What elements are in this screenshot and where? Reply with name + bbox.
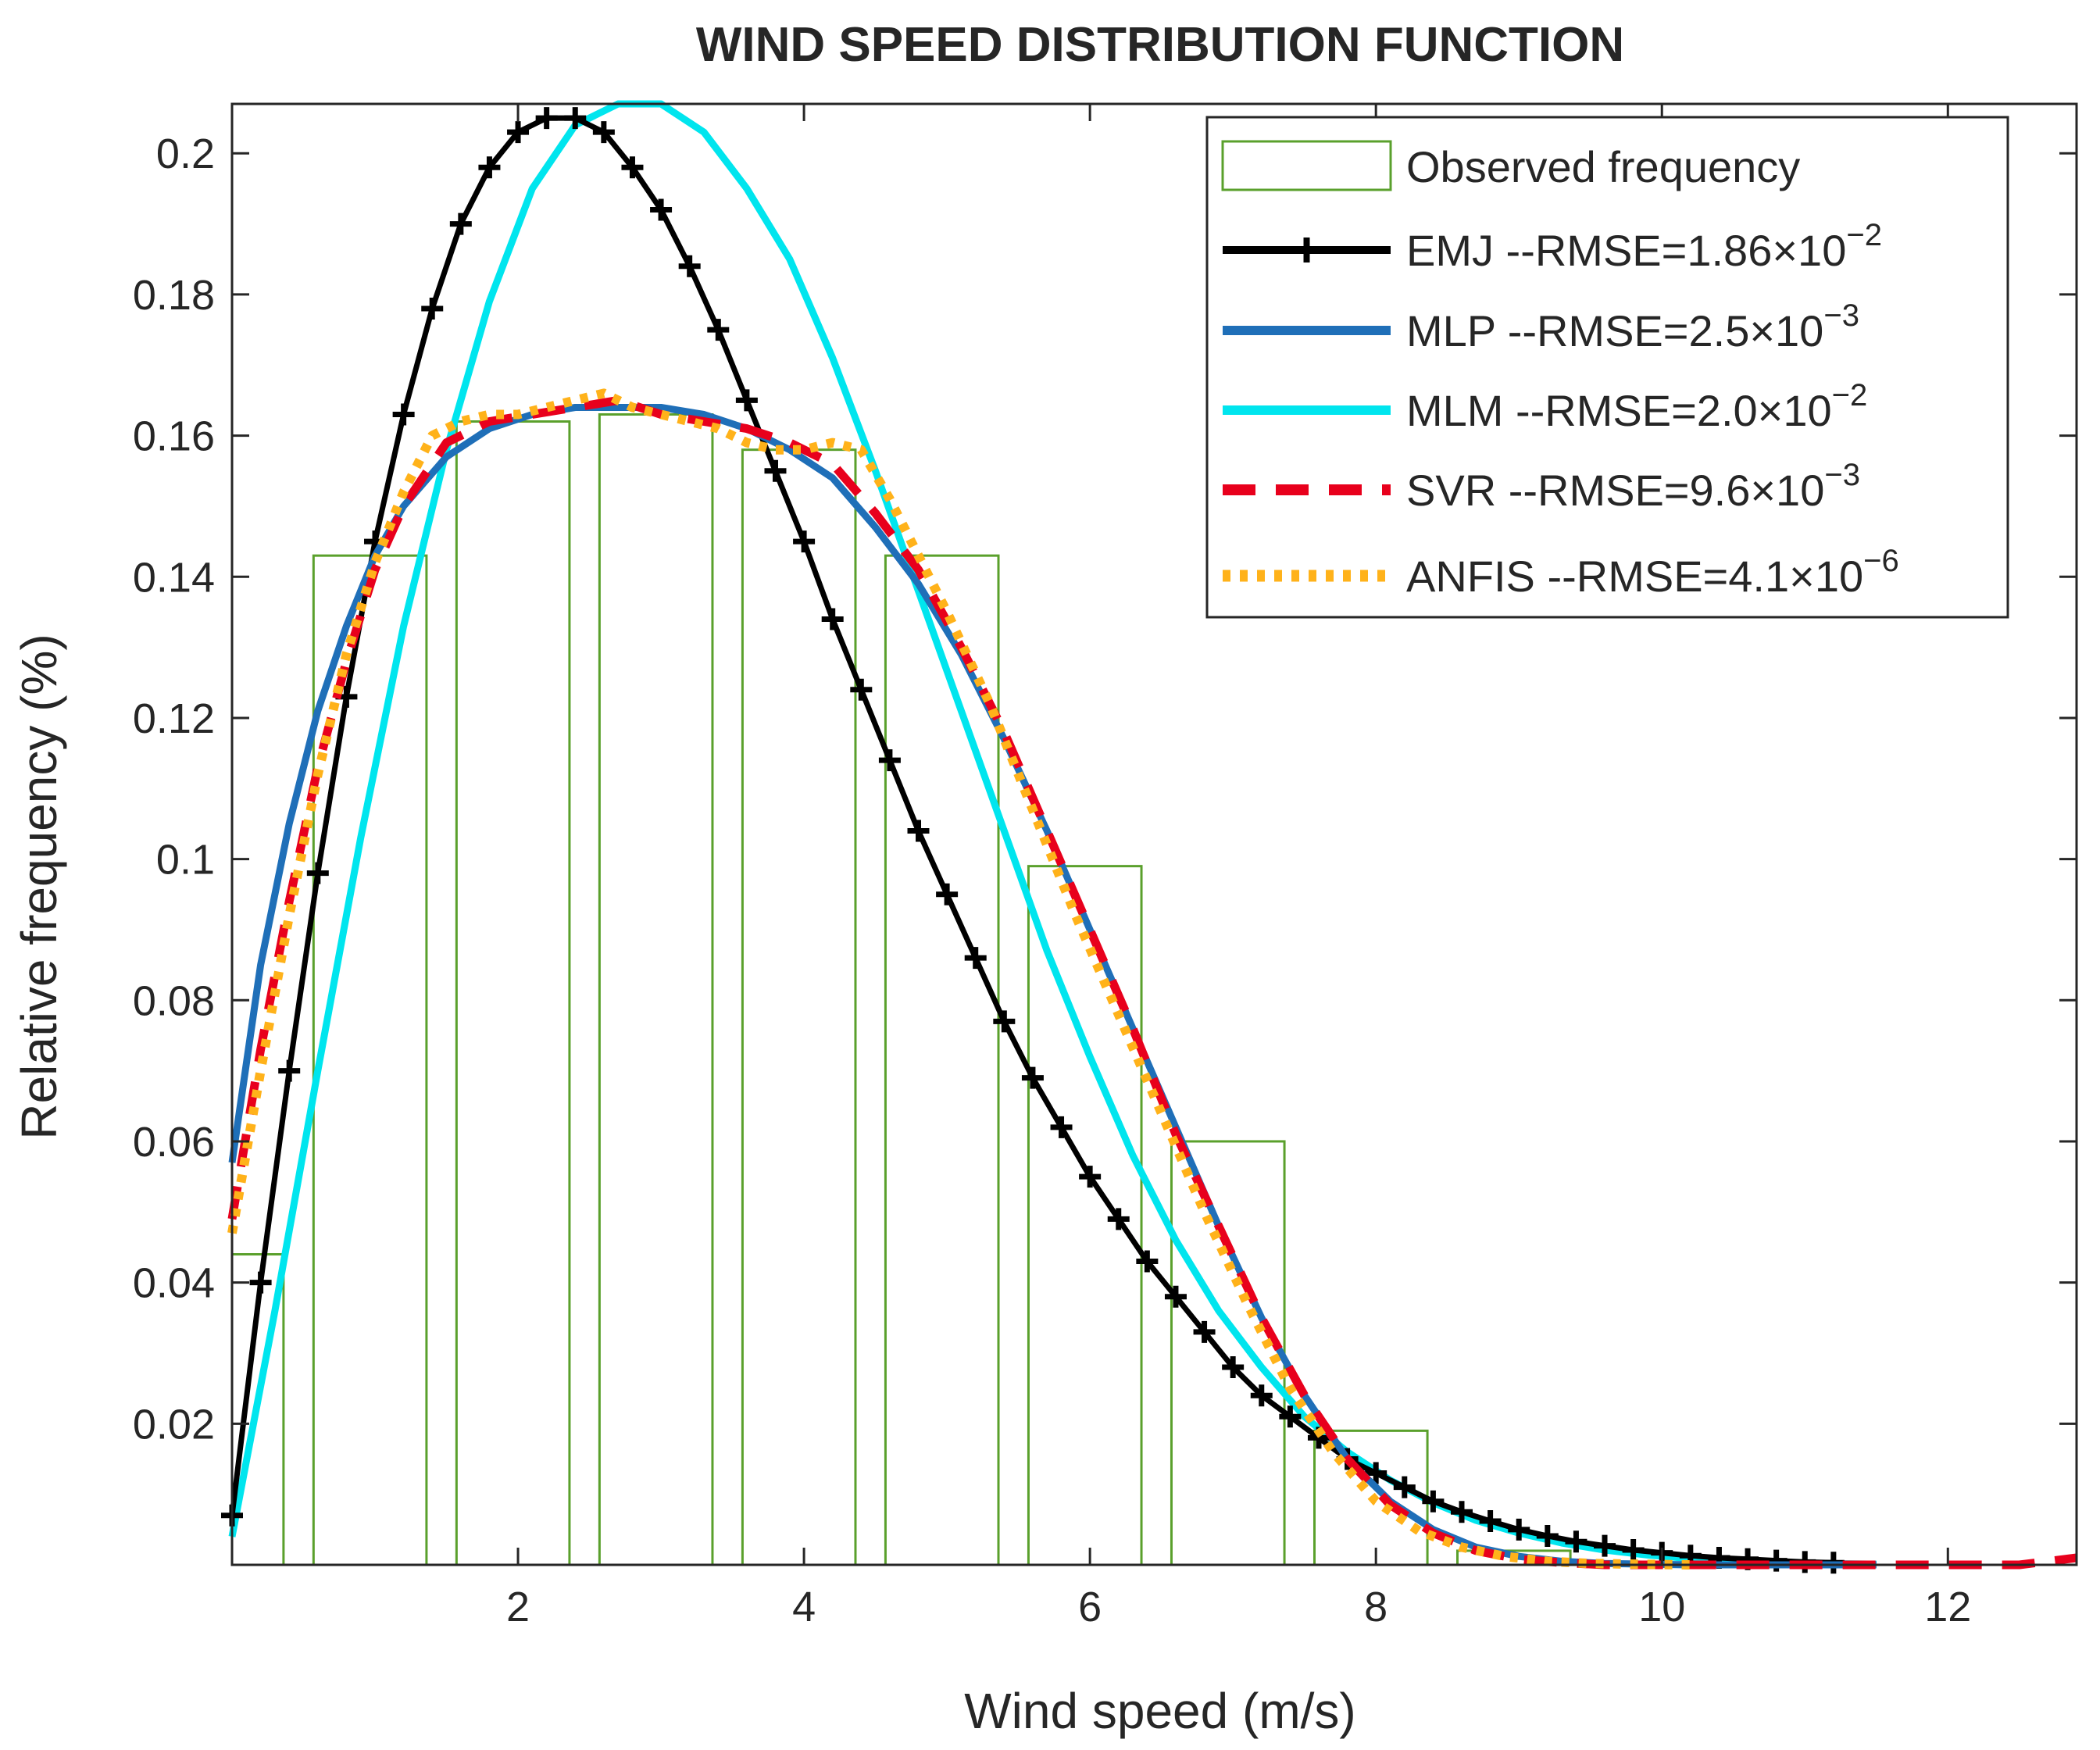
- data-point-emj: [821, 608, 844, 630]
- legend-label-mlm: MLM --RMSE=2.0×10−2: [1406, 378, 1867, 435]
- data-point-emj: [478, 156, 501, 179]
- x-tick-label: 10: [1638, 1584, 1685, 1630]
- data-point-emj: [793, 530, 816, 553]
- legend-box: [1205, 116, 2009, 619]
- legend-label-mlp: MLP --RMSE=2.5×10−3: [1406, 298, 1859, 355]
- y-tick-label: 0.16: [133, 413, 215, 460]
- y-axis-label: Relative frequency (%): [11, 634, 67, 1139]
- data-point-emj: [1250, 1384, 1273, 1407]
- y-tick-label: 0.06: [133, 1119, 215, 1166]
- data-point-emj: [850, 678, 873, 701]
- legend-text-anfis: ANFIS --RMSE=4.1×10: [1406, 552, 1863, 601]
- data-point-emj: [564, 107, 587, 130]
- data-point-emj: [993, 1010, 1016, 1033]
- data-point-emj: [392, 403, 415, 426]
- x-tick-label: 12: [1924, 1584, 1971, 1630]
- legend-label-observed: Observed frequency: [1406, 142, 1800, 191]
- series-layer: [221, 100, 2077, 1574]
- data-point-emj: [1365, 1462, 1388, 1484]
- data-point-emj: [907, 820, 930, 842]
- x-tick-label: 8: [1364, 1584, 1388, 1630]
- x-axis-label: Wind speed (m/s): [964, 1683, 1355, 1739]
- data-point-emj: [678, 255, 701, 277]
- legend-exponent-mlm: −2: [1832, 378, 1868, 412]
- data-point-emj: [1451, 1501, 1473, 1523]
- data-point-emj: [249, 1271, 272, 1294]
- data-point-emj: [306, 862, 329, 884]
- data-point-emj: [936, 883, 959, 905]
- data-point-emj: [621, 156, 644, 179]
- data-point-emj: [1193, 1320, 1216, 1343]
- legend-text-mlm: MLM --RMSE=2.0×10: [1406, 386, 1832, 435]
- y-tick-label: 0.18: [133, 272, 215, 319]
- data-point-emj: [449, 212, 472, 235]
- data-point-emj: [1594, 1534, 1616, 1557]
- y-tick-label: 0.14: [133, 554, 215, 601]
- series-line-anfis: [227, 388, 1691, 1570]
- legend-text-svr: SVR --RMSE=9.6×10: [1406, 466, 1824, 515]
- x-axis-ticks: 2 4 6 8 10 12: [506, 104, 1971, 1630]
- series-line-svr: [227, 395, 2077, 1570]
- data-point-emj: [535, 107, 558, 130]
- data-point-emj: [1479, 1509, 1502, 1532]
- data-point-emj: [1164, 1285, 1187, 1308]
- data-point-emj: [764, 459, 787, 482]
- data-point-emj: [1536, 1524, 1559, 1547]
- plot-area: 2 4 6 8 10 12 0.02 0.04 0.06 0.08 0.1 0.12 0.14 0.16…: [133, 100, 2078, 1630]
- data-point-emj: [1565, 1530, 1588, 1553]
- legend-text-mlp: MLP --RMSE=2.5×10: [1406, 306, 1823, 355]
- legend-label-emj: EMJ --RMSE=1.86×10−2: [1406, 218, 1882, 275]
- legend-exponent-mlp: −3: [1823, 298, 1859, 333]
- x-tick-label: 2: [506, 1584, 530, 1630]
- legend-marker-emj: [1294, 238, 1320, 262]
- data-point-emj: [1021, 1066, 1044, 1089]
- data-point-emj: [650, 198, 673, 221]
- legend-label-svr: SVR --RMSE=9.6×10−3: [1406, 458, 1860, 515]
- y-tick-label: 0.02: [133, 1401, 215, 1448]
- axes-box: [230, 102, 2078, 1566]
- data-point-emj: [507, 121, 530, 144]
- data-point-emj: [735, 389, 758, 412]
- data-point-emj: [421, 297, 444, 320]
- y-tick-label: 0.2: [156, 130, 215, 177]
- legend-exponent-emj: −2: [1846, 218, 1882, 252]
- data-point-emj: [1279, 1405, 1302, 1428]
- y-tick-label: 0.04: [133, 1260, 215, 1307]
- data-point-emj: [1136, 1250, 1159, 1273]
- y-axis-ticks: 0.02 0.04 0.06 0.08 0.1 0.12 0.14 0.16 0.18 0.2: [133, 130, 2077, 1448]
- legend-exponent-svr: −3: [1824, 458, 1860, 492]
- data-point-emj: [592, 121, 615, 144]
- x-tick-label: 6: [1078, 1584, 1102, 1630]
- data-point-emj: [878, 749, 901, 772]
- data-point-emj: [1079, 1166, 1102, 1188]
- y-tick-label: 0.1: [156, 837, 215, 884]
- chart-title: WIND SPEED DISTRIBUTION FUNCTION: [696, 18, 1624, 72]
- data-point-emj: [1107, 1208, 1130, 1230]
- data-point-emj: [1622, 1539, 1645, 1562]
- data-point-emj: [964, 947, 987, 970]
- legend-swatch-histogram: [1221, 140, 1392, 191]
- data-point-emj: [1422, 1490, 1445, 1512]
- legend-text-emj: EMJ --RMSE=1.86×10: [1406, 226, 1846, 275]
- data-point-emj: [278, 1059, 301, 1082]
- data-point-emj: [1222, 1356, 1245, 1379]
- series-line-mlm: [228, 100, 1877, 1568]
- y-tick-label: 0.12: [133, 695, 215, 742]
- y-tick-label: 0.08: [133, 977, 215, 1024]
- legend-exponent-anfis: −6: [1863, 544, 1899, 578]
- data-point-emj: [707, 319, 730, 341]
- data-point-emj: [1508, 1518, 1530, 1541]
- legend-label-anfis: ANFIS --RMSE=4.1×10−6: [1406, 544, 1899, 601]
- x-tick-label: 4: [792, 1584, 816, 1630]
- data-point-emj: [1393, 1476, 1416, 1498]
- data-point-emj: [1050, 1116, 1073, 1138]
